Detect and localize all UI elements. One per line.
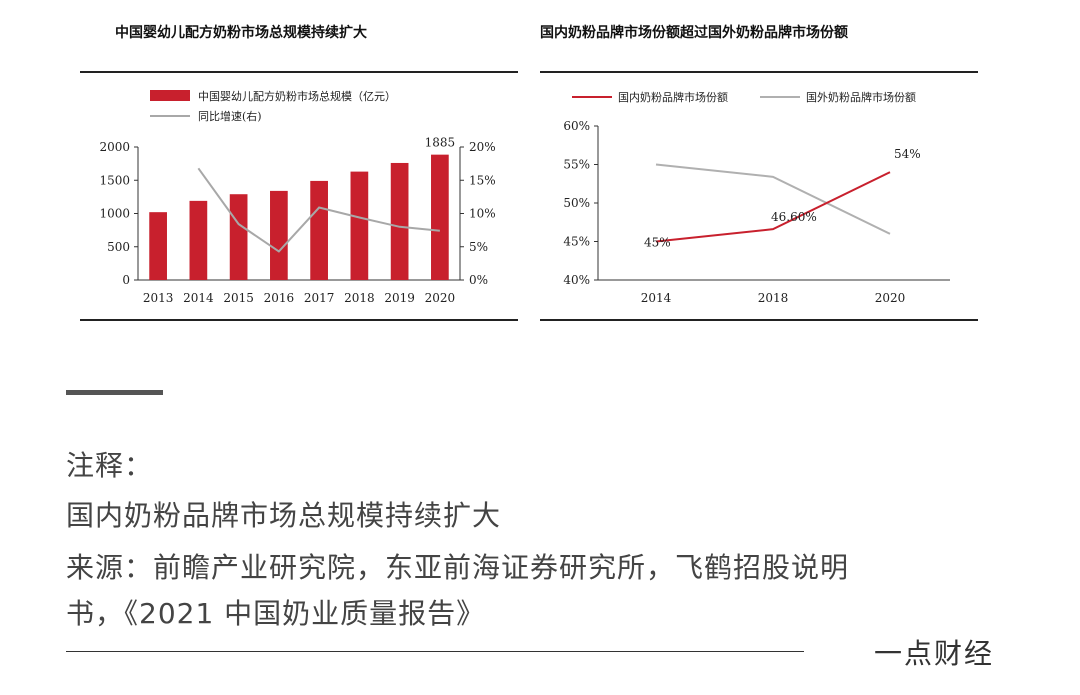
notes-source-line-1: 来源：前瞻产业研究院，东亚前海证券研究所，飞鹤招股说明 [66, 551, 850, 584]
bar-2019 [390, 162, 409, 280]
legend-foreign-label: 国外奶粉品牌市场份额 [806, 90, 916, 104]
charts-svg: 中国婴幼儿配方奶粉市场总规模（亿元） 同比增速(右) 0 500 1000 1500 2… [80, 71, 978, 321]
domestic-data-label: 54% [894, 147, 921, 161]
foreign-share-line [655, 163, 891, 235]
domestic-data-label: 46.60% [771, 210, 817, 224]
growth-line [197, 167, 440, 253]
left-y-tick-label: 1000 [99, 207, 130, 221]
right-y-tick-label: 60% [563, 119, 590, 133]
right-y-tick-label: 45% [563, 235, 590, 249]
left-y2-tick-label: 0% [469, 273, 488, 287]
bar-2015 [229, 194, 248, 280]
right-y-tick-label: 40% [563, 273, 590, 287]
left-y-tick-label: 2000 [99, 140, 130, 154]
right-chart-title: 国内奶粉品牌市场份额超过国外奶粉品牌市场份额 [540, 25, 848, 41]
right-x-tick-label: 2014 [641, 291, 672, 305]
left-x-tick-label: 2015 [223, 291, 254, 305]
right-x-tick-label: 2018 [758, 291, 789, 305]
legend-bar-label: 中国婴幼儿配方奶粉市场总规模（亿元） [198, 89, 396, 103]
right-x-tick-label: 2020 [875, 291, 906, 305]
left-x-tick-label: 2016 [264, 291, 295, 305]
bar-data-label: 1885 [425, 136, 456, 150]
bar-2018 [350, 171, 369, 280]
left-y-tick-label: 500 [107, 240, 130, 254]
left-y-tick-label: 0 [122, 273, 130, 287]
bar-2016 [270, 190, 288, 280]
bar-2020 [431, 154, 449, 280]
accent-bar [66, 390, 163, 395]
left-y2-tick-label: 20% [469, 140, 496, 154]
domestic-data-label: 45% [644, 236, 671, 250]
bar-2014 [189, 200, 208, 280]
notes-line-1: 国内奶粉品牌市场总规模持续扩大 [66, 499, 502, 532]
left-x-tick-label: 2020 [425, 291, 456, 305]
legend-line-label: 同比增速(右) [198, 109, 262, 123]
footer-rule [66, 651, 804, 652]
left-x-tick-label: 2013 [143, 291, 174, 305]
brand-signature: 一点财经 [873, 637, 994, 670]
notes-source-line-2: 书，《2021 中国奶业质量报告》 [66, 597, 486, 630]
right-y-tick-label: 50% [563, 196, 590, 210]
left-x-tick-label: 2019 [384, 291, 415, 305]
domestic-share-line [655, 171, 891, 243]
left-y2-tick-label: 15% [469, 173, 496, 187]
left-x-tick-label: 2017 [304, 291, 335, 305]
legend-bar-swatch [150, 90, 190, 101]
left-y2-tick-label: 10% [469, 207, 496, 221]
legend-domestic-label: 国内奶粉品牌市场份额 [618, 90, 728, 104]
left-chart-title: 中国婴幼儿配方奶粉市场总规模持续扩大 [115, 25, 367, 41]
notes-heading: 注释： [66, 449, 154, 482]
bar-2013 [149, 212, 167, 280]
bar-2017 [310, 180, 328, 280]
left-x-tick-label: 2018 [344, 291, 375, 305]
left-y-tick-label: 1500 [99, 173, 130, 187]
right-y-tick-label: 55% [563, 158, 590, 172]
left-x-tick-label: 2014 [183, 291, 214, 305]
left-y2-tick-label: 5% [469, 240, 488, 254]
